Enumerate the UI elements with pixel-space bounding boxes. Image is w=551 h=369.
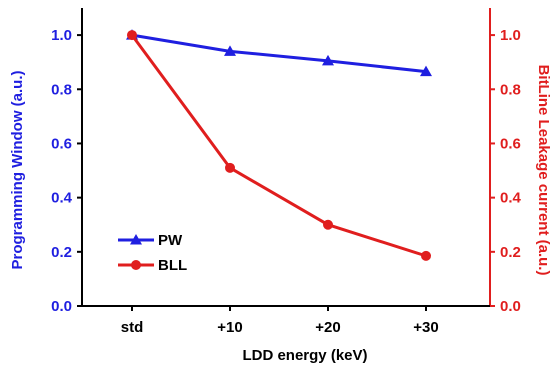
point-bll (421, 250, 431, 261)
x-tick-label: +10 (217, 319, 242, 336)
point-bll (323, 219, 333, 230)
left-y-axis: 0.0 0.2 0.4 0.6 0.8 1.0 (51, 8, 83, 315)
legend-marker-bll (131, 260, 141, 270)
right-tick-label: 0.6 (500, 135, 521, 152)
right-tick-label: 0.0 (500, 298, 521, 315)
right-y-axis-title: BitLine Leakage current (a.u.) (535, 65, 551, 276)
series-line-pw (131, 33, 427, 74)
x-tick-label: +20 (315, 319, 340, 336)
right-tick-label: 0.4 (500, 190, 522, 207)
plot-series (126, 29, 432, 261)
point-pw (224, 45, 236, 56)
point-bll (127, 30, 137, 41)
x-axis: std +10 +20 +30 (82, 305, 490, 336)
legend: PW BLL (118, 232, 187, 274)
point-pw (322, 54, 334, 66)
point-bll (225, 162, 235, 173)
x-axis-title: LDD energy (keV) (242, 347, 367, 364)
left-y-axis-title: Programming Window (a.u.) (9, 70, 26, 269)
left-tick-label: 0.8 (51, 81, 72, 98)
legend-label-bll: BLL (158, 257, 187, 274)
right-tick-label: 0.2 (500, 244, 521, 261)
x-tick-label: std (121, 319, 144, 336)
legend-marker-pw (130, 234, 142, 245)
left-tick-label: 0.6 (51, 135, 72, 152)
right-y-axis: 0.0 0.2 0.4 0.6 0.8 1.0 (489, 8, 522, 315)
right-tick-label: 0.8 (500, 81, 521, 98)
left-tick-label: 0.0 (51, 298, 72, 315)
legend-label-pw: PW (158, 232, 183, 249)
series-line-bll (130, 34, 427, 258)
x-tick-label: +30 (413, 319, 438, 336)
point-pw (420, 65, 432, 77)
right-tick-label: 1.0 (500, 27, 521, 44)
left-tick-label: 0.2 (51, 244, 72, 261)
left-tick-label: 0.4 (51, 190, 73, 207)
left-tick-label: 1.0 (51, 27, 72, 44)
